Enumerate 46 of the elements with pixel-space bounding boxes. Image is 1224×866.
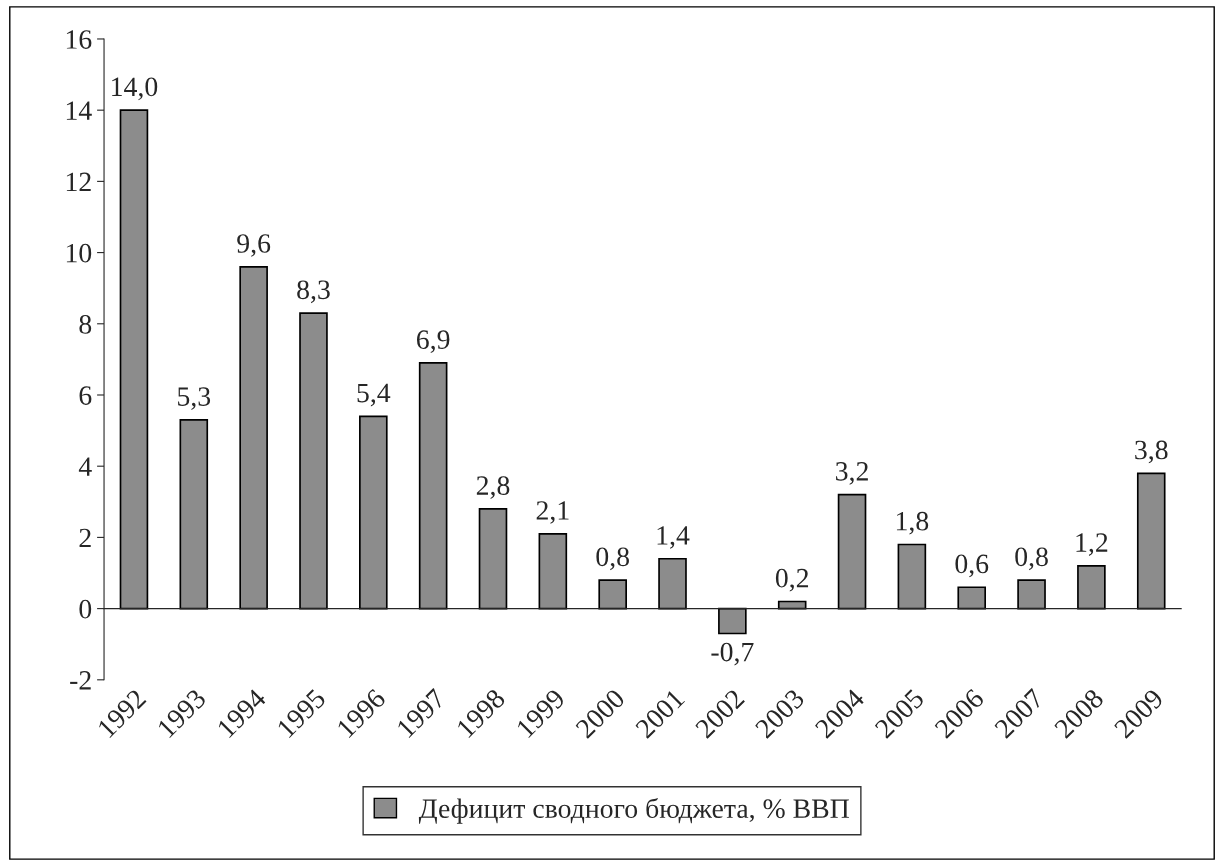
data-label: -0,7: [711, 642, 754, 666]
bar: [598, 579, 627, 610]
data-label: 0,8: [596, 547, 629, 571]
data-label: 0,2: [775, 568, 809, 592]
y-tick-label: 14: [66, 101, 92, 120]
y-tick-label: 6: [79, 386, 92, 405]
bar: [837, 493, 867, 610]
y-tick-label: 2: [79, 528, 91, 548]
bar: [179, 419, 209, 610]
data-label: 8,3: [297, 280, 330, 304]
bar: [359, 415, 388, 610]
y-tick-label: 12: [66, 172, 91, 192]
data-label: 0,8: [1015, 547, 1048, 571]
data-label: 5,4: [357, 383, 391, 407]
data-label: 0,6: [955, 554, 989, 578]
data-label: 1,4: [657, 526, 690, 549]
data-label: 3,8: [1135, 440, 1168, 464]
bar: [658, 557, 687, 610]
data-label: 3,2: [836, 462, 868, 485]
data-label: 14,0: [112, 77, 158, 101]
y-tick-label: 8: [79, 314, 92, 334]
data-label: 9,6: [237, 234, 271, 257]
y-tick-label: -2: [70, 671, 91, 690]
data-label: 2,8: [476, 476, 510, 499]
bar: [418, 362, 448, 610]
y-tick-label: 10: [66, 243, 92, 263]
data-label: 5,3: [178, 387, 211, 410]
y-tick-label: 0: [79, 599, 92, 619]
bar: [538, 533, 568, 610]
bar: [897, 543, 927, 610]
bar: [299, 312, 328, 610]
bar: [1017, 579, 1046, 610]
data-label: 6,9: [416, 330, 450, 353]
data-label: 2,1: [536, 501, 569, 524]
bar: [1136, 472, 1166, 610]
data-label: 1,8: [896, 511, 929, 535]
y-tick-label: 4: [78, 457, 92, 476]
bar: [239, 265, 268, 610]
y-tick-label: 16: [66, 30, 92, 49]
bar: [1077, 565, 1106, 610]
bar: [478, 508, 508, 610]
legend-label: Дефицит сводного бюджета, % ВВП: [418, 797, 849, 824]
bar: [119, 109, 149, 610]
bar: [957, 586, 987, 610]
data-label: 1,2: [1076, 533, 1108, 556]
bar: [718, 607, 747, 635]
